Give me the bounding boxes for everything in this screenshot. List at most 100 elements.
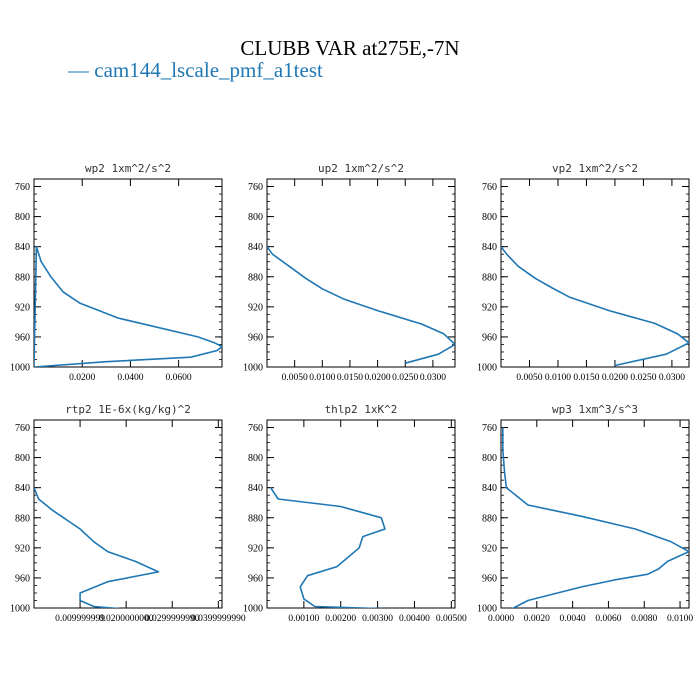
y-tick-label: 880 [482,513,497,524]
y-tick-label: 800 [482,453,497,464]
x-tick-label: 0.0100 [309,373,335,383]
panel-title: thlp2 1xK^2 [325,403,398,416]
plot-frame [500,419,690,609]
x-tick-label: 0.0300 [659,373,685,383]
y-tick-label: 840 [482,242,497,253]
y-tick-label: 840 [248,483,263,494]
x-tick-label: 0.0150 [573,373,599,383]
y-tick-label: 840 [248,242,263,253]
x-tick-label: 0.00300 [362,614,393,624]
x-tick-label: 0.0040 [560,614,586,624]
y-tick-label: 1000 [10,604,30,615]
x-tick-label: 0.0200 [365,373,391,383]
plot-frame [266,419,456,609]
x-tick-label: 0.00100 [288,614,319,624]
y-tick-label: 920 [248,543,263,554]
y-tick-label: 920 [482,543,497,554]
panel-3: vp2 1xm^2/s^2 760 800 840 880 920 960 1000 0.005… [477,162,690,383]
series-line [267,246,455,364]
y-tick-label: 800 [482,212,497,223]
x-tick-label: 0.0050 [516,373,542,383]
x-tick-label: 0.0299999990 [145,614,200,624]
y-tick-label: 960 [482,332,497,343]
plot-frame [33,178,223,368]
y-tick-label: 800 [15,212,30,223]
y-tick-label: 920 [15,302,30,313]
x-tick-label: 0.0060 [595,614,621,624]
y-tick-label: 880 [15,272,30,283]
y-tick-label: 960 [248,332,263,343]
y-tick-label: 800 [15,453,30,464]
x-tick-label: 0.0200 [602,373,628,383]
x-tick-label: 0.0300 [420,373,446,383]
x-tick-label: 0.0600 [166,373,192,383]
y-tick-label: 840 [15,483,30,494]
panel-title: up2 1xm^2/s^2 [318,162,404,175]
y-tick-label: 960 [248,573,263,584]
panel-4: rtp2 1E-6x(kg/kg)^2 760 800 840 880 920 960 100… [10,403,246,624]
legend-label: cam144_lscale_pmf_a1test [94,58,323,82]
panel-6: wp3 1xm^3/s^3 760 800 840 880 920 960 10000.000… [477,403,693,624]
plot-frame [500,178,690,368]
y-tick-label: 920 [248,302,263,313]
y-tick-label: 960 [15,573,30,584]
x-tick-label: 0.009999999 [55,614,105,624]
panel-2: up2 1xm^2/s^2 760 800 840 880 920 960 1000 0.005… [243,162,456,383]
plot-frame [266,178,456,368]
panel-title: wp3 1xm^3/s^3 [552,403,638,416]
y-tick-label: 1000 [10,363,30,374]
y-tick-label: 1000 [243,363,263,374]
y-tick-label: 800 [248,453,263,464]
x-tick-label: 0.0000 [488,614,514,624]
y-tick-label: 960 [15,332,30,343]
panel-1: wp2 1xm^2/s^2 760 800 840 880 920 960 1000 0.020… [10,162,223,383]
panel-title: wp2 1xm^2/s^2 [85,162,171,175]
y-tick-label: 760 [482,182,497,193]
x-tick-label: 0.0100 [667,614,693,624]
y-tick-label: 880 [248,513,263,524]
y-tick-label: 920 [15,543,30,554]
panel-title: rtp2 1E-6x(kg/kg)^2 [65,403,191,416]
panel-title: vp2 1xm^2/s^2 [552,162,638,175]
y-tick-label: 880 [482,272,497,283]
y-tick-label: 760 [248,182,263,193]
legend: — cam144_lscale_pmf_a1test [68,58,323,83]
x-tick-label: 0.0399999990 [191,614,246,624]
plot-frame [33,419,223,609]
y-tick-label: 800 [248,212,263,223]
x-tick-label: 0.0200000000 [99,614,154,624]
y-tick-label: 760 [482,423,497,434]
x-tick-label: 0.0020 [524,614,550,624]
y-tick-label: 920 [482,302,497,313]
y-tick-label: 760 [15,182,30,193]
legend-line-icon: — [68,58,89,82]
x-tick-label: 0.0100 [545,373,571,383]
y-tick-label: 960 [482,573,497,584]
y-tick-label: 880 [15,513,30,524]
y-tick-label: 1000 [477,604,497,615]
x-tick-label: 0.0250 [392,373,418,383]
x-tick-label: 0.0150 [337,373,363,383]
y-tick-label: 760 [248,423,263,434]
x-tick-label: 0.0200 [69,373,95,383]
y-tick-label: 1000 [477,363,497,374]
x-tick-label: 0.00500 [436,614,467,624]
y-tick-label: 1000 [243,604,263,615]
x-tick-label: 0.0400 [117,373,143,383]
y-tick-label: 880 [248,272,263,283]
x-tick-label: 0.00200 [325,614,356,624]
series-line [270,487,387,608]
y-tick-label: 840 [482,483,497,494]
chart-title: CLUBB VAR at275E,-7N [240,36,460,60]
x-tick-label: 0.0050 [282,373,308,383]
series-line [34,487,160,608]
x-tick-label: 0.0080 [631,614,657,624]
y-tick-label: 840 [15,242,30,253]
series-line [501,246,689,367]
y-tick-label: 760 [15,423,30,434]
x-tick-label: 0.0250 [630,373,656,383]
panel-5: thlp2 1xK^2 760 800 840 880 920 960 1000 0.00100… [243,403,467,624]
series-line [34,245,222,367]
x-tick-label: 0.00400 [399,614,430,624]
